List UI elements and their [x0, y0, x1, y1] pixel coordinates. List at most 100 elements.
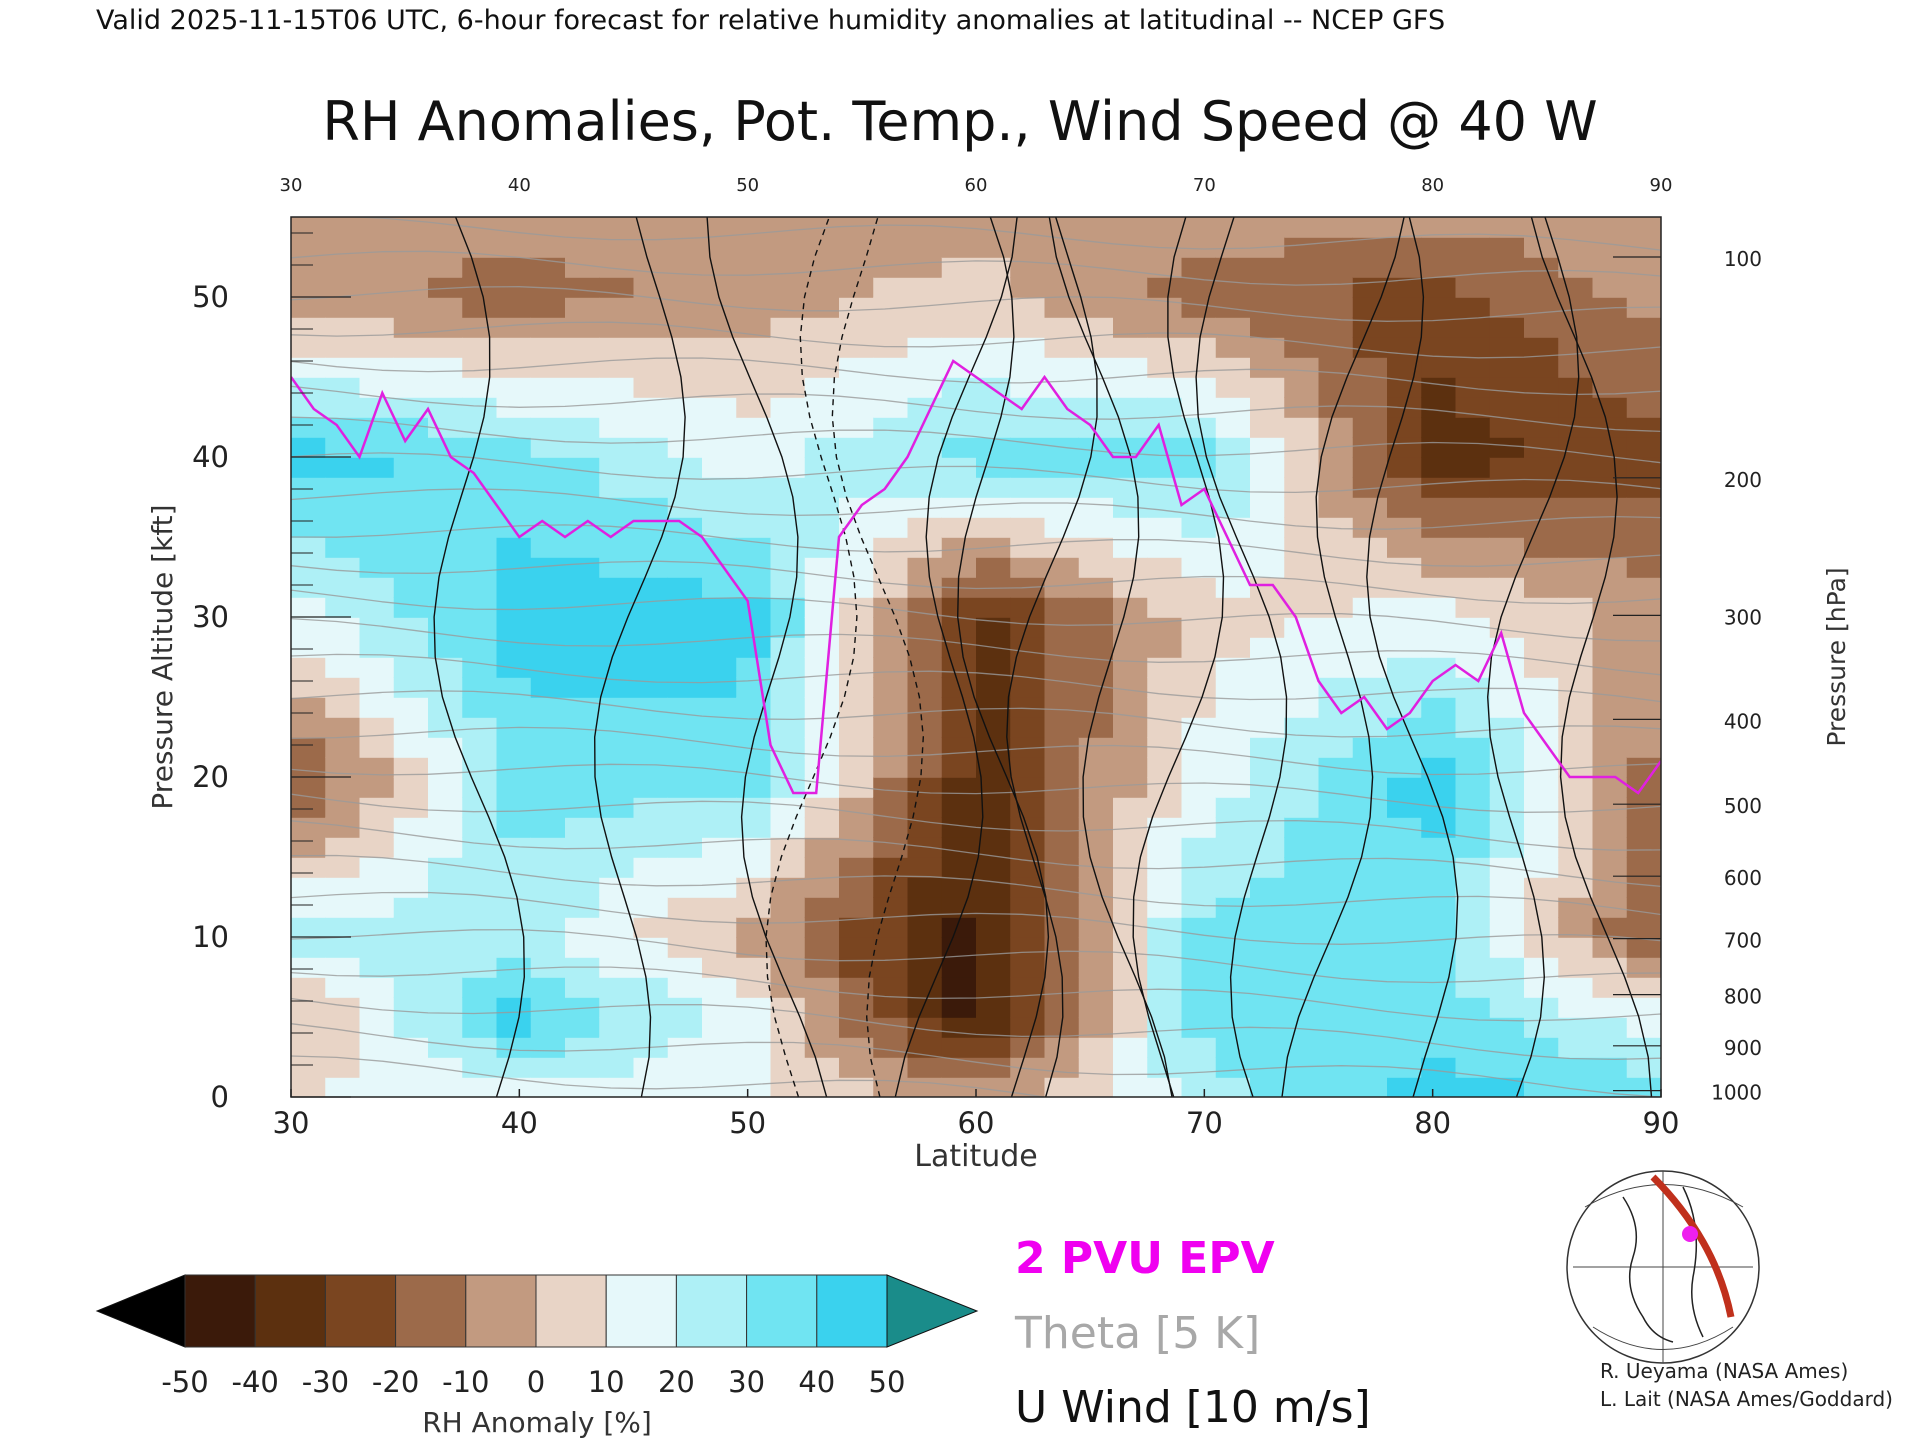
rh-cell — [1010, 1077, 1046, 1097]
rh-cell — [1489, 617, 1525, 638]
rh-cell — [804, 417, 840, 438]
rh-cell — [941, 857, 977, 878]
rh-cell — [873, 617, 909, 638]
rh-cell — [1352, 397, 1388, 418]
rh-cell — [1592, 237, 1628, 258]
rh-cell — [804, 237, 840, 258]
rh-cell — [599, 257, 635, 278]
rh-cell — [462, 337, 498, 358]
rh-cell — [1044, 717, 1080, 738]
rh-cell — [1250, 757, 1286, 778]
rh-cell — [428, 577, 464, 598]
rh-cell — [667, 997, 703, 1018]
rh-cell — [941, 317, 977, 338]
rh-cell — [1558, 477, 1594, 498]
rh-cell — [1250, 557, 1286, 578]
rh-cell — [1113, 877, 1149, 898]
rh-cell — [1455, 397, 1491, 418]
rh-cell — [667, 817, 703, 838]
rh-cell — [1113, 357, 1149, 378]
rh-cell — [428, 517, 464, 538]
rh-cell — [1592, 357, 1628, 378]
rh-cell — [633, 757, 669, 778]
rh-cell — [941, 377, 977, 398]
x-tick-label: 40 — [501, 1106, 538, 1140]
rh-cell — [1078, 437, 1114, 458]
rh-cell — [1147, 417, 1183, 438]
rh-cell — [1250, 737, 1286, 758]
rh-cell — [1010, 237, 1046, 258]
rh-cell — [1352, 1077, 1388, 1097]
rh-cell — [633, 357, 669, 378]
rh-cell — [839, 697, 875, 718]
colorbar-segment — [816, 1274, 888, 1348]
rh-cell — [428, 617, 464, 638]
rh-cell — [667, 777, 703, 798]
rh-cell — [565, 737, 601, 758]
rh-cell — [1078, 617, 1114, 638]
rh-cell — [804, 1037, 840, 1058]
rh-cell — [1250, 537, 1286, 558]
rh-cell — [359, 617, 395, 638]
rh-cell — [1626, 577, 1661, 598]
rh-cell — [359, 977, 395, 998]
rh-cell — [1352, 957, 1388, 978]
rh-cell — [565, 377, 601, 398]
rh-cell — [565, 677, 601, 698]
rh-cell — [1147, 477, 1183, 498]
rh-cell — [496, 617, 532, 638]
rh-cell — [1592, 377, 1628, 398]
rh-cell — [462, 1017, 498, 1038]
rh-cell — [1626, 1017, 1661, 1038]
rh-cell — [1010, 617, 1046, 638]
rh-cell — [976, 597, 1012, 618]
rh-cell — [1318, 817, 1354, 838]
rh-cell — [1284, 477, 1320, 498]
rh-cell — [1147, 257, 1183, 278]
rh-cell — [1181, 837, 1217, 858]
rh-cell — [1215, 777, 1251, 798]
theta-contour — [291, 793, 1661, 851]
rh-cell — [736, 937, 772, 958]
rh-cell — [976, 797, 1012, 818]
rh-cell — [496, 497, 532, 518]
rh-cell — [1455, 877, 1491, 898]
theta-contour — [291, 385, 1661, 433]
rh-cell — [907, 997, 943, 1018]
rh-cell — [1318, 577, 1354, 598]
rh-cell — [1592, 537, 1628, 558]
rh-cell — [1215, 437, 1251, 458]
rh-cell — [565, 537, 601, 558]
rh-cell — [633, 997, 669, 1018]
rh-cell — [1558, 217, 1594, 238]
rh-cell — [325, 1017, 361, 1038]
rh-cell — [804, 957, 840, 978]
rh-cell — [1455, 697, 1491, 718]
rh-cell — [1147, 897, 1183, 918]
rh-cell — [1318, 377, 1354, 398]
rh-cell — [1558, 977, 1594, 998]
rh-cell — [633, 397, 669, 418]
pressure-tick-label: 1000 — [1711, 1081, 1762, 1105]
u-wind-contour — [956, 217, 1050, 1097]
rh-cell — [1215, 457, 1251, 478]
rh-cell — [1250, 957, 1286, 978]
rh-cell — [1558, 1037, 1594, 1058]
theta-contour — [291, 250, 1661, 286]
rh-cell — [1250, 997, 1286, 1018]
rh-cell — [1044, 1077, 1080, 1097]
rh-cell — [1455, 777, 1491, 798]
rh-cell — [325, 757, 361, 778]
rh-cell — [873, 317, 909, 338]
rh-cell — [1421, 897, 1457, 918]
rh-cell — [1592, 717, 1628, 738]
rh-cell — [1455, 597, 1491, 618]
rh-cell — [667, 597, 703, 618]
rh-cell — [599, 377, 635, 398]
pressure-tick-label: 700 — [1724, 929, 1762, 953]
rh-cell — [1558, 417, 1594, 438]
rh-cell — [530, 477, 566, 498]
rh-cell — [907, 917, 943, 938]
rh-cell — [976, 957, 1012, 978]
rh-cell — [667, 737, 703, 758]
